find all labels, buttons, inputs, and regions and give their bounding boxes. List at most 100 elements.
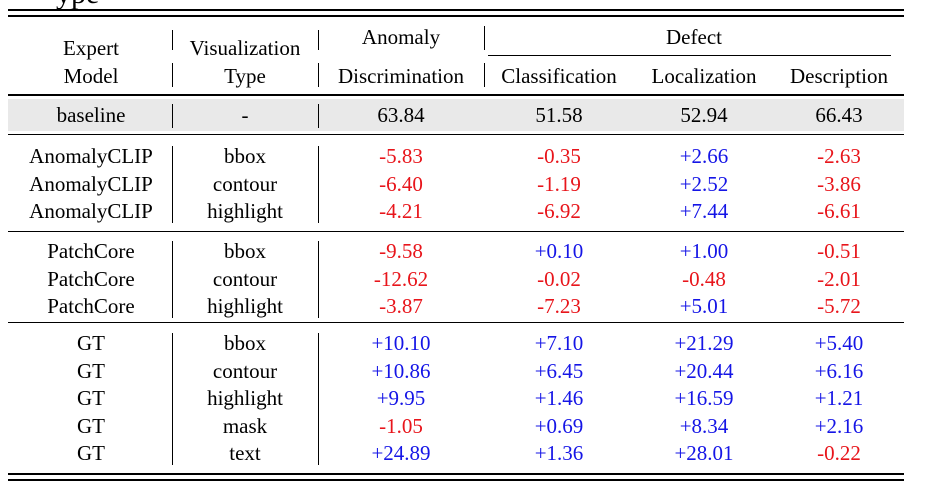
- row-discrimination: +24.89: [371, 441, 431, 465]
- row-visualization-type: bbox: [224, 144, 266, 168]
- top-rule-2: [8, 15, 904, 17]
- row-classification: -6.92: [537, 199, 581, 223]
- row-discrimination: -5.83: [379, 144, 423, 168]
- row-discrimination: -6.40: [379, 171, 423, 196]
- row-classification: -7.23: [537, 294, 581, 318]
- baseline-sep-1: [172, 104, 173, 128]
- bottom-rule: [8, 473, 904, 475]
- header-rule: [8, 94, 904, 96]
- header-expert-line2: Model: [63, 64, 119, 88]
- baseline-rule: [8, 134, 904, 135]
- row-classification: -0.02: [537, 266, 581, 291]
- row-discrimination: -1.05: [379, 413, 423, 438]
- row-model: GT: [77, 331, 105, 355]
- row-localization: +28.01: [674, 441, 734, 465]
- row-discrimination: +10.86: [371, 358, 431, 383]
- group-sep-1: [172, 333, 173, 465]
- row-visualization-type: contour: [212, 171, 278, 196]
- row-model: GT: [77, 413, 105, 438]
- row-localization: +5.01: [679, 294, 729, 318]
- row-model: AnomalyCLIP: [29, 199, 153, 223]
- row-localization: +20.44: [674, 358, 734, 383]
- row-description: +1.21: [814, 386, 864, 410]
- header-sep-1: [172, 30, 173, 50]
- row-localization: +2.52: [679, 171, 729, 196]
- group-sep-2: [318, 333, 319, 465]
- row-visualization-type: contour: [212, 266, 278, 291]
- row-classification: -1.19: [537, 171, 581, 196]
- baseline-description: 66.43: [815, 103, 863, 127]
- row-discrimination: +10.10: [371, 331, 431, 355]
- group-sep-1: [172, 146, 173, 223]
- row-localization: +1.00: [679, 239, 729, 263]
- row-visualization-type: bbox: [224, 331, 266, 355]
- row-description: -3.86: [817, 171, 861, 196]
- row-classification: +7.10: [534, 331, 584, 355]
- baseline-classification: 51.58: [535, 103, 583, 127]
- bottom-rule-2: [8, 479, 904, 481]
- row-description: +2.16: [814, 413, 864, 438]
- row-description: -0.51: [817, 239, 861, 263]
- row-classification: +1.46: [534, 386, 584, 410]
- group-sep-2: [318, 241, 319, 318]
- row-description: +6.16: [814, 358, 864, 383]
- row-discrimination: +9.95: [376, 386, 426, 410]
- group-sep-1: [172, 241, 173, 318]
- header-sep-6: [484, 63, 485, 87]
- header-vistype-line1: Visualization: [189, 36, 301, 60]
- row-classification: +0.69: [534, 413, 584, 438]
- row-classification: -0.35: [537, 144, 581, 168]
- header-col-discrimination: Discrimination: [338, 64, 464, 88]
- row-visualization-type: text: [229, 441, 261, 465]
- row-localization: +2.66: [679, 144, 729, 168]
- row-description: -5.72: [817, 294, 861, 318]
- row-localization: +16.59: [674, 386, 734, 410]
- row-model: GT: [77, 386, 105, 410]
- row-localization: -0.48: [682, 266, 726, 291]
- header-sep-5: [484, 26, 485, 50]
- baseline-localization: 52.94: [680, 103, 728, 127]
- row-visualization-type: contour: [212, 358, 278, 383]
- baseline-row-shade: [8, 99, 904, 131]
- header-col-description: Description: [790, 64, 888, 88]
- row-discrimination: -9.58: [379, 239, 423, 263]
- row-visualization-type: highlight: [207, 386, 283, 410]
- header-sep-2: [172, 63, 173, 87]
- header-anomaly-group: Anomaly: [361, 25, 441, 49]
- row-visualization-type: highlight: [207, 199, 283, 223]
- header-col-localization: Localization: [651, 64, 757, 88]
- row-model: PatchCore: [47, 266, 135, 291]
- row-description: -2.63: [817, 144, 861, 168]
- row-description: -6.61: [817, 199, 861, 223]
- row-description: +5.40: [814, 331, 864, 355]
- row-model: AnomalyCLIP: [29, 171, 153, 196]
- baseline-type: -: [241, 103, 249, 127]
- row-model: GT: [77, 358, 105, 383]
- top-rule: [8, 9, 904, 11]
- header-expert-line1: Expert: [63, 36, 119, 60]
- row-localization: +8.34: [679, 413, 729, 438]
- defect-group-underline: [488, 55, 891, 56]
- header-sep-3: [318, 30, 319, 50]
- row-visualization-type: bbox: [224, 239, 266, 263]
- row-model: PatchCore: [47, 239, 135, 263]
- baseline-discrimination: 63.84: [377, 103, 425, 127]
- row-visualization-type: highlight: [207, 294, 283, 318]
- row-classification: +6.45: [534, 358, 584, 383]
- row-description: -0.22: [817, 441, 861, 465]
- row-visualization-type: mask: [222, 413, 268, 438]
- group-sep-2: [318, 146, 319, 223]
- baseline-model: baseline: [56, 103, 126, 127]
- row-model: AnomalyCLIP: [29, 144, 153, 168]
- header-vistype-line2: Type: [224, 64, 266, 88]
- row-classification: +0.10: [534, 239, 584, 263]
- row-discrimination: -4.21: [379, 199, 423, 223]
- row-model: GT: [77, 441, 105, 465]
- baseline-sep-2: [318, 104, 319, 128]
- row-discrimination: -3.87: [379, 294, 423, 318]
- row-discrimination: -12.62: [373, 266, 429, 291]
- group-rule-1: [8, 231, 904, 232]
- row-localization: +21.29: [674, 331, 734, 355]
- group-rule-2: [8, 322, 904, 323]
- header-sep-4: [318, 63, 319, 87]
